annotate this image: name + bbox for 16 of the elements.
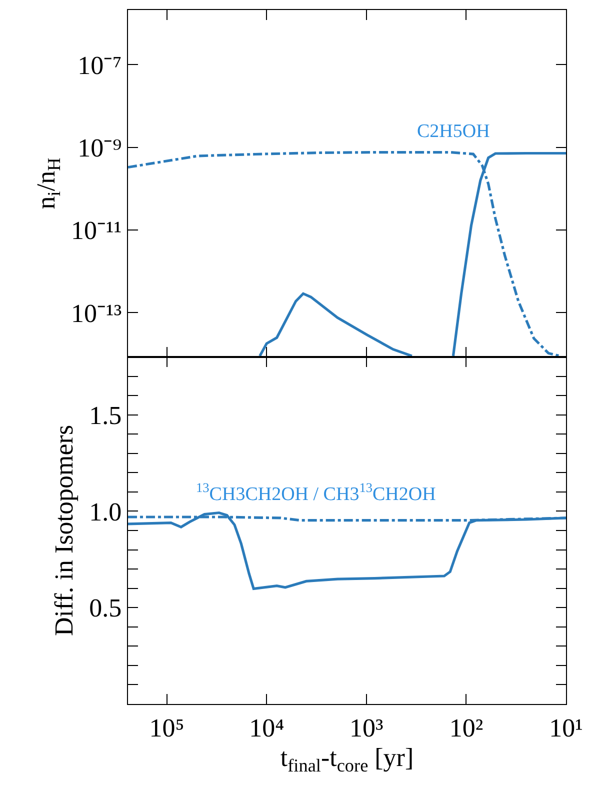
x-tick-label: 10³ <box>350 713 384 742</box>
y-tick-label: 0.5 <box>89 594 122 623</box>
y-tick-label: 10⁻¹³ <box>71 298 122 328</box>
x-tick-label: 10⁵ <box>149 713 184 742</box>
y-tick-label: 10⁻⁹ <box>78 133 122 162</box>
y-tick-label: 10⁻⁷ <box>78 50 122 80</box>
y-tick-label: 1.5 <box>89 400 122 430</box>
annotation: $^{13}$CH3CH2OH / CH3$^{13}$CH2OH <box>196 480 436 505</box>
y-tick-label: 1.0 <box>89 497 122 526</box>
x-tick-label: 10⁴ <box>249 713 284 742</box>
y-tick-label: 10⁻¹¹ <box>71 216 122 246</box>
x-axis-title: t$_{final}$-t$_{core}$ [yr] <box>280 743 414 776</box>
x-tick-label: 10¹ <box>549 713 583 742</box>
y-axis-title: Diff. in Isotopomers <box>50 424 79 636</box>
x-tick-label: 10² <box>449 713 484 742</box>
annotation: C2H5OH <box>417 121 490 142</box>
